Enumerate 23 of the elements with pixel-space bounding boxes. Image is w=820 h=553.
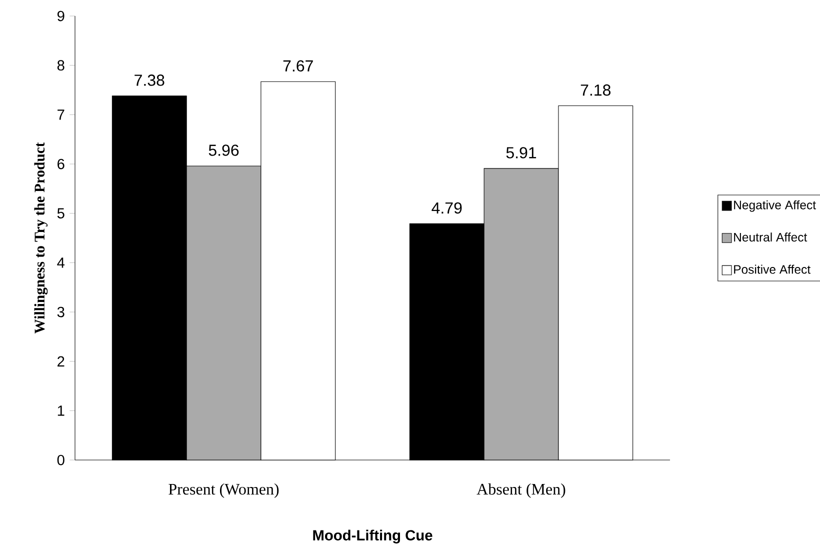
y-tick-label: 9 [57, 10, 64, 22]
y-tick-label: 3 [57, 306, 64, 318]
y-tick-label: 1 [58, 406, 64, 416]
y-tick-label: 0 [57, 454, 64, 466]
legend-label: Neutral Affect [734, 232, 808, 242]
x-tick-label: Absent (Men) [476, 483, 566, 498]
y-tick-label: 8 [57, 60, 64, 71]
data-label: 7.67 [283, 60, 313, 72]
y-tick-label: 4 [57, 258, 65, 268]
x-axis-title: Mood-Lifting Cue [313, 530, 432, 544]
legend-label: Positive Affect [734, 264, 810, 274]
data-label: 5.96 [208, 144, 239, 156]
data-label: 4.79 [432, 202, 462, 214]
data-label: 7.18 [580, 84, 610, 96]
legend-label: Negative Affect [734, 200, 816, 212]
x-tick-label: Present (Women) [168, 483, 279, 498]
data-label: 5.91 [506, 147, 536, 158]
y-tick-label: 2 [58, 356, 64, 366]
y-tick-label: 6 [58, 158, 64, 170]
y-tick-label: 7 [58, 110, 64, 120]
y-axis-title: Willingness to Try the Product [34, 142, 48, 334]
data-label: 7.38 [134, 74, 164, 86]
y-tick-label: 5 [57, 208, 64, 218]
